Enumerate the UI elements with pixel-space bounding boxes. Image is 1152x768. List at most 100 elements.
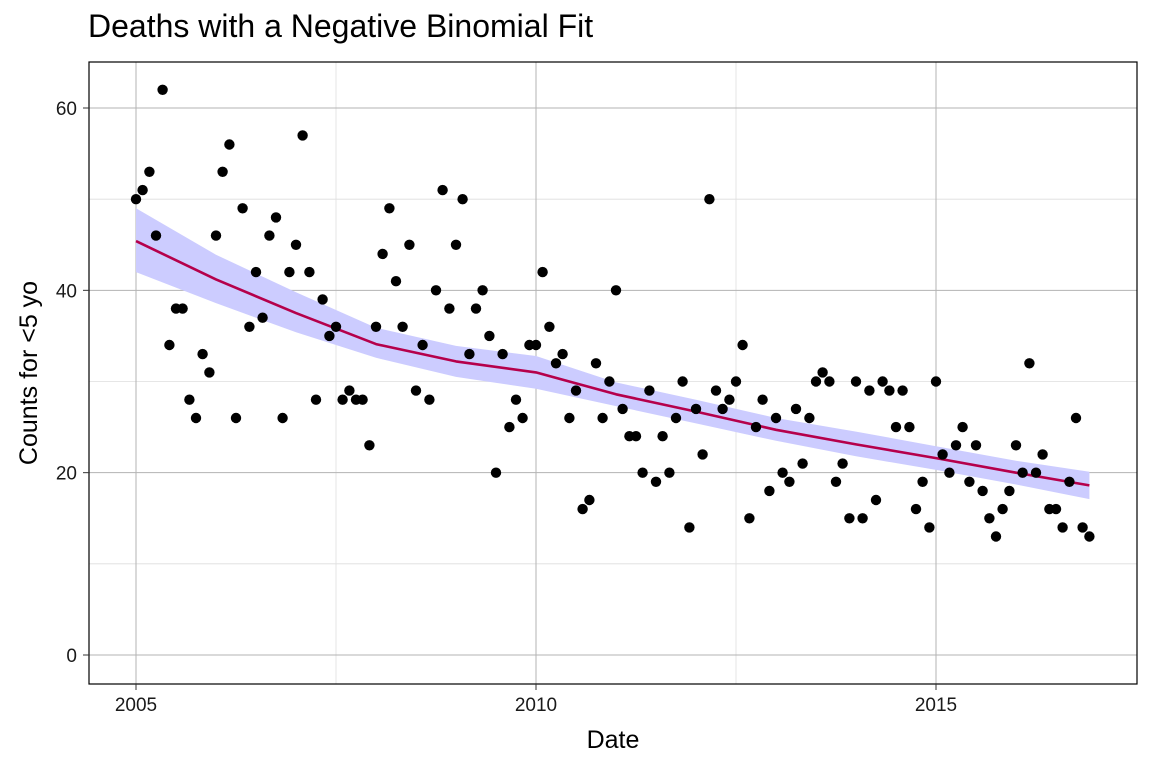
data-point <box>417 339 428 351</box>
data-point <box>910 503 922 515</box>
data-point <box>244 321 255 332</box>
data-point <box>657 431 668 442</box>
data-point <box>737 339 748 351</box>
data-point <box>537 266 548 278</box>
data-point <box>1024 358 1035 369</box>
data-point <box>704 194 715 205</box>
data-point <box>830 476 842 487</box>
data-point <box>470 303 482 314</box>
data-point <box>430 285 442 296</box>
data-point <box>364 440 375 451</box>
data-point <box>477 285 488 296</box>
data-point <box>710 385 722 396</box>
data-point <box>164 339 175 351</box>
data-point <box>904 421 915 433</box>
data-point <box>977 485 988 497</box>
data-point <box>510 394 522 405</box>
x-tick-label: 2010 <box>515 695 557 716</box>
data-point <box>557 348 568 360</box>
data-point <box>764 485 775 497</box>
data-point <box>177 303 188 314</box>
data-point <box>377 248 388 260</box>
data-point <box>1004 485 1015 497</box>
data-point <box>490 467 502 478</box>
axes: 2005 2010 2015 0 20 40 60 <box>56 99 957 716</box>
data-point <box>864 385 875 396</box>
data-point <box>697 449 708 460</box>
data-point <box>150 230 162 241</box>
data-point <box>1077 522 1088 533</box>
data-point <box>617 403 628 415</box>
data-point <box>750 421 762 433</box>
data-point <box>990 531 1002 542</box>
data-point <box>684 522 695 533</box>
data-point <box>190 412 202 424</box>
data-point <box>690 403 702 415</box>
data-point <box>590 358 602 369</box>
data-point <box>550 358 562 369</box>
data-point <box>670 412 682 424</box>
data-point <box>577 503 588 515</box>
data-point <box>277 412 288 424</box>
data-point <box>530 339 542 351</box>
data-point <box>844 513 855 524</box>
data-point <box>824 376 835 387</box>
data-point <box>457 194 468 205</box>
x-tick-label: 2015 <box>915 695 957 716</box>
data-point <box>310 394 322 405</box>
data-point <box>284 266 295 278</box>
y-tick-label: 0 <box>66 646 77 667</box>
data-point <box>1037 449 1048 460</box>
data-point <box>290 239 302 250</box>
data-point <box>650 476 662 487</box>
fit-line <box>135 239 1090 487</box>
data-point <box>917 476 928 487</box>
confidence-band <box>136 208 1090 500</box>
data-point <box>230 412 242 424</box>
data-point <box>964 476 975 487</box>
data-point <box>1057 522 1068 533</box>
data-point <box>157 84 168 96</box>
data-point <box>450 239 462 250</box>
data-point <box>997 503 1008 515</box>
data-point <box>604 376 615 387</box>
data-point <box>390 276 402 287</box>
data-point <box>210 230 222 241</box>
data-point <box>957 421 968 433</box>
data-point <box>404 239 415 250</box>
data-point <box>324 330 335 342</box>
data-point <box>204 367 215 378</box>
data-point <box>897 385 908 396</box>
data-point <box>944 467 955 478</box>
data-point <box>810 376 822 387</box>
data-point <box>544 321 555 332</box>
data-point <box>784 476 795 487</box>
data-point <box>677 376 688 387</box>
data-point <box>664 467 675 478</box>
data-point <box>337 394 348 405</box>
y-tick-label: 60 <box>56 99 77 120</box>
data-point <box>817 367 828 378</box>
data-point <box>444 303 455 314</box>
data-point <box>584 494 595 506</box>
data-point <box>217 166 228 177</box>
data-point <box>424 394 435 405</box>
data-point <box>297 130 308 141</box>
data-point <box>504 421 515 433</box>
data-points <box>130 84 1095 542</box>
data-point <box>304 266 315 278</box>
data-point <box>790 403 802 415</box>
data-point <box>777 467 788 478</box>
data-point <box>1084 531 1095 542</box>
x-tick-label: 2005 <box>115 695 157 716</box>
chart-title: Deaths with a Negative Binomial Fit <box>88 8 594 44</box>
data-point <box>564 412 575 424</box>
data-point <box>410 385 422 396</box>
data-point <box>937 449 948 460</box>
plot-border <box>88 61 1138 685</box>
data-point <box>224 139 235 150</box>
data-point <box>877 376 888 387</box>
data-point <box>1030 467 1042 478</box>
data-point <box>250 266 262 278</box>
data-point <box>1064 476 1075 487</box>
